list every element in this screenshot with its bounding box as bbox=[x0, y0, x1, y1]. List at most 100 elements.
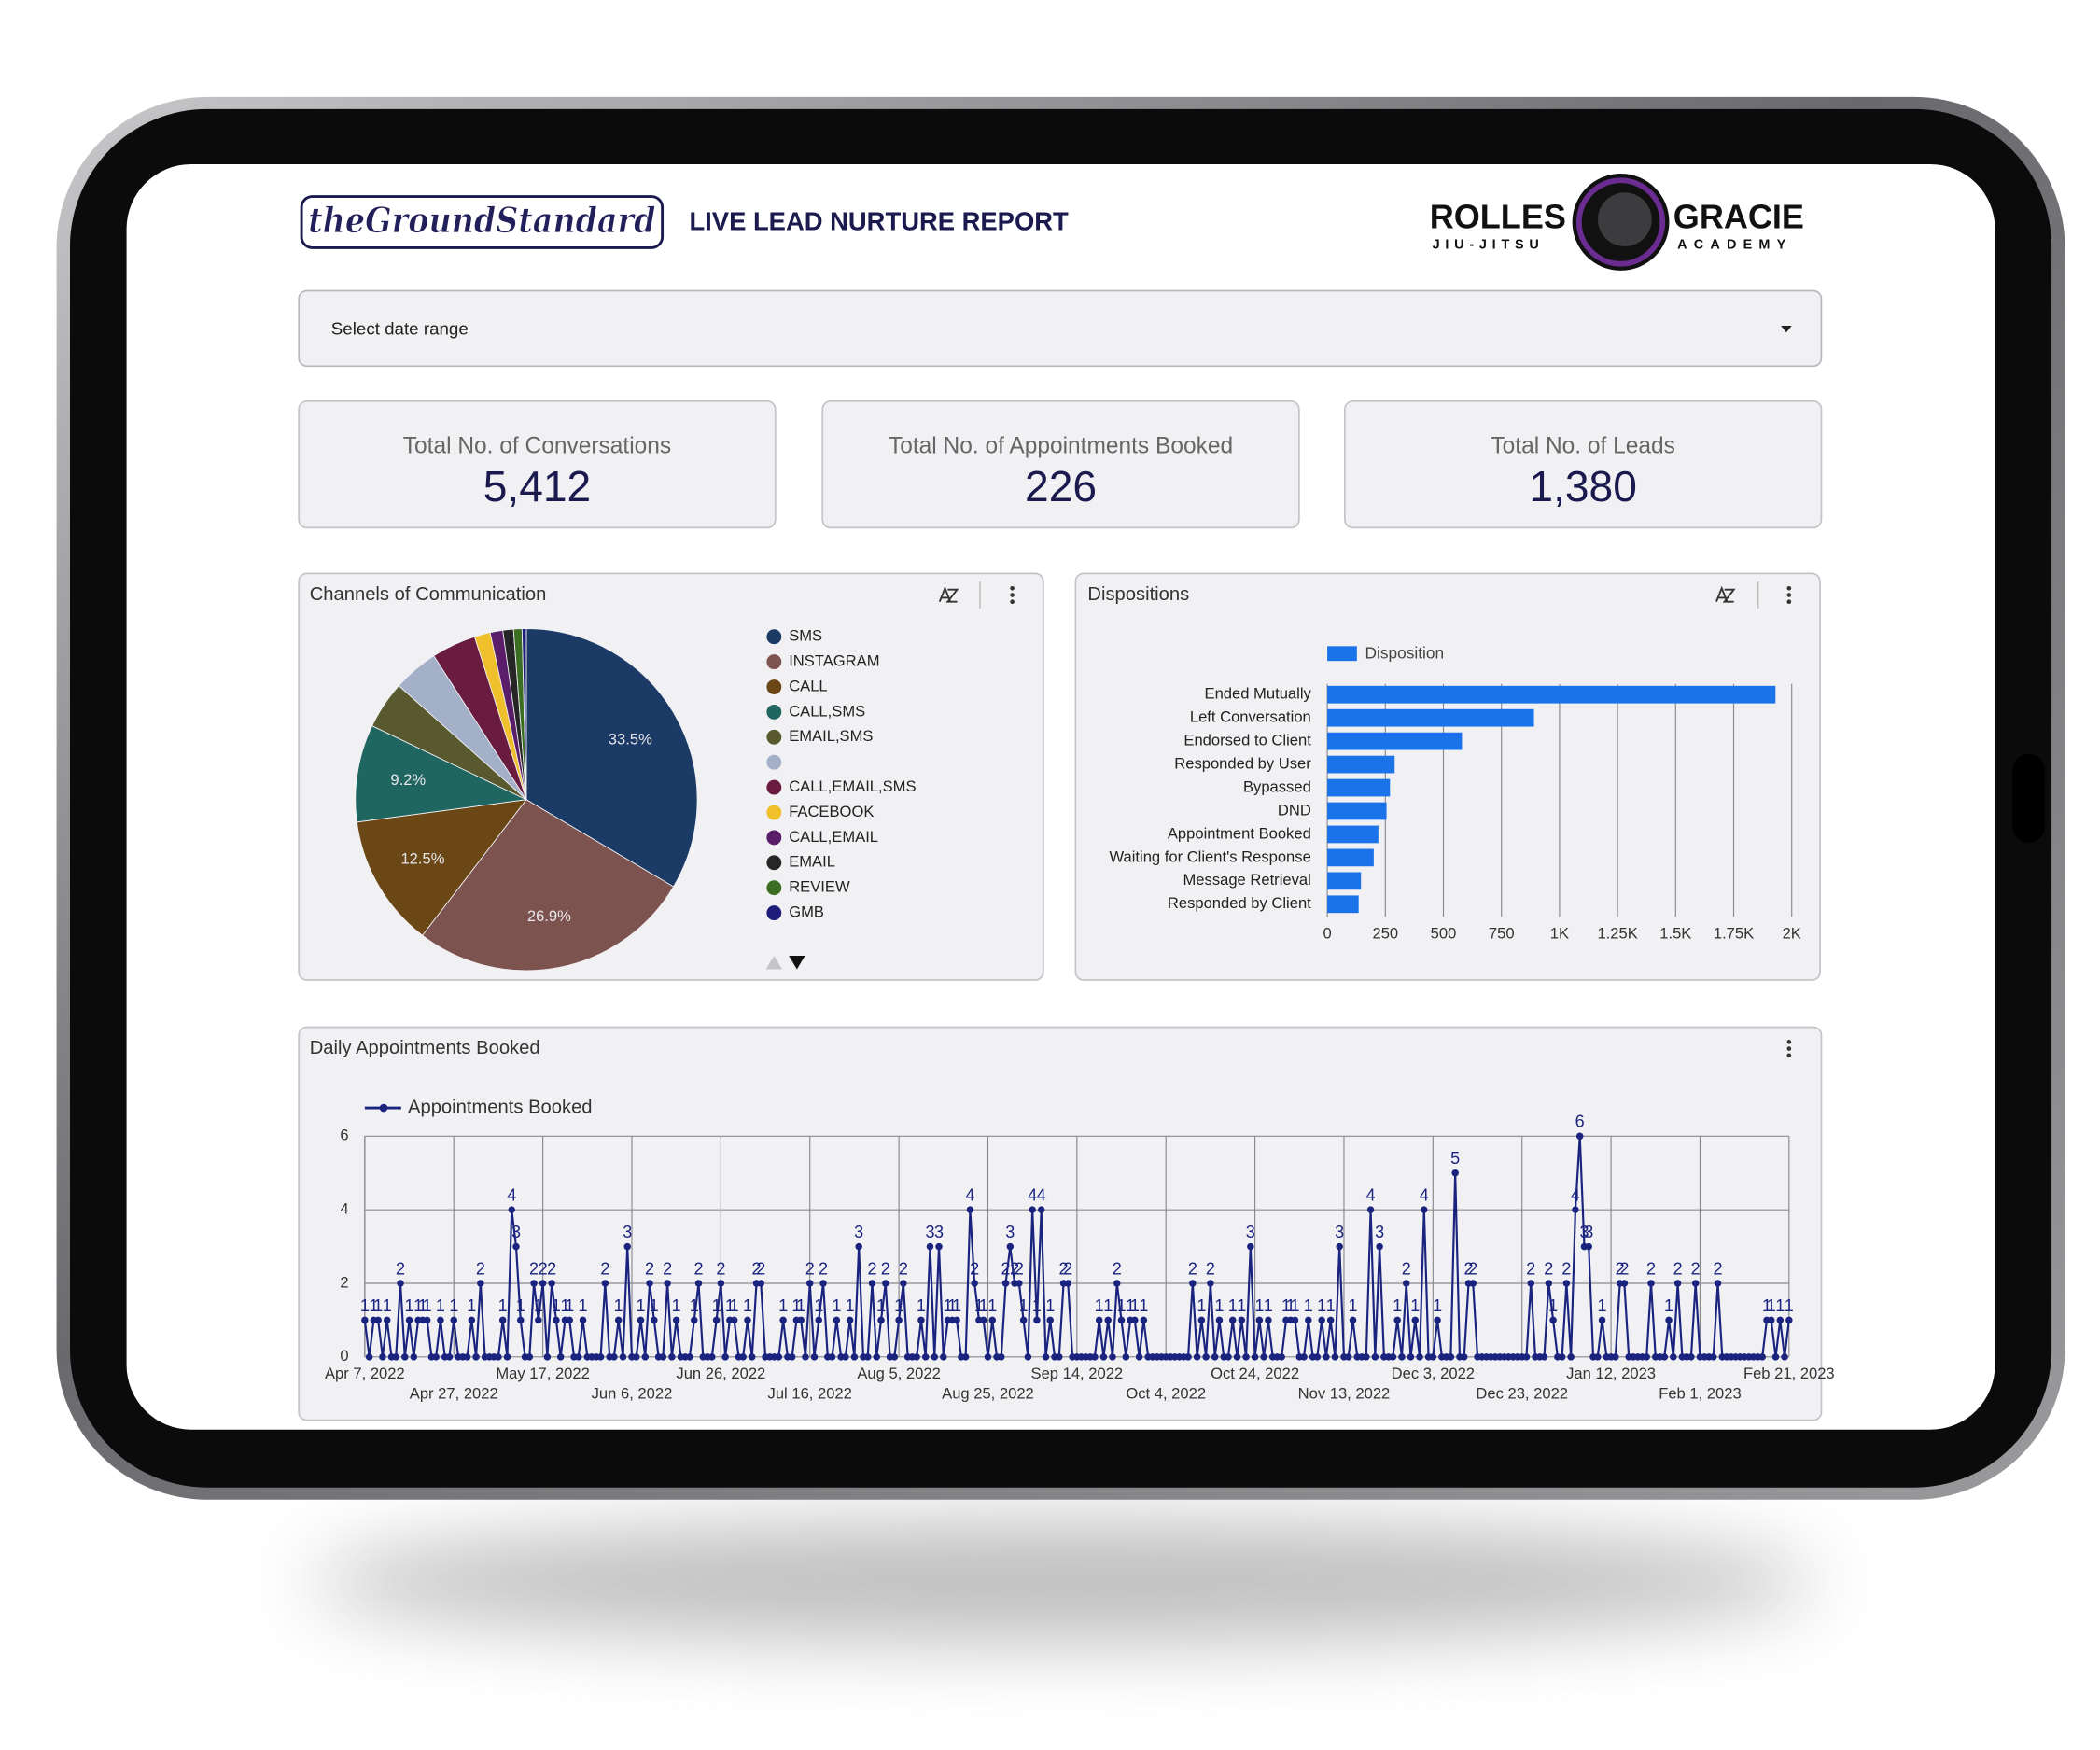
menu-icon[interactable] bbox=[1786, 585, 1792, 605]
point bbox=[1193, 1353, 1201, 1361]
point bbox=[623, 1242, 631, 1251]
slice-label: 12.5% bbox=[400, 849, 444, 867]
partner-logo-right: GRACIE bbox=[1673, 198, 1804, 236]
point bbox=[463, 1353, 471, 1361]
point bbox=[601, 1280, 609, 1287]
point bbox=[1099, 1353, 1108, 1361]
data-label: 1 bbox=[1281, 1296, 1291, 1315]
data-label: 1 bbox=[1095, 1296, 1104, 1315]
point bbox=[877, 1316, 885, 1324]
dropdown-arrow[interactable] bbox=[1781, 326, 1792, 333]
legend-label: Disposition bbox=[1365, 644, 1445, 663]
data-label: 1 bbox=[560, 1296, 569, 1315]
sort-icon[interactable] bbox=[938, 585, 959, 603]
point bbox=[1620, 1280, 1629, 1287]
data-label: 3 bbox=[623, 1223, 632, 1241]
point bbox=[1776, 1316, 1785, 1324]
brand-logo: theGroundStandard bbox=[308, 200, 655, 241]
data-label: 4 bbox=[1028, 1185, 1037, 1204]
data-label: 1 bbox=[534, 1296, 543, 1315]
data-label: 2 bbox=[1010, 1259, 1019, 1278]
sort-icon[interactable] bbox=[1715, 585, 1736, 603]
point bbox=[961, 1353, 970, 1361]
data-label: 4 bbox=[507, 1185, 516, 1204]
point bbox=[1140, 1316, 1148, 1324]
sort-icon-glyph[interactable] bbox=[1715, 585, 1736, 603]
point bbox=[1104, 1316, 1112, 1324]
data-label: 1 bbox=[498, 1296, 508, 1315]
legend-swatch bbox=[766, 654, 782, 670]
menu-icon[interactable] bbox=[1786, 1040, 1792, 1058]
data-label: 1 bbox=[952, 1296, 961, 1315]
point bbox=[1670, 1353, 1677, 1361]
point bbox=[1331, 1353, 1339, 1361]
point bbox=[873, 1353, 881, 1361]
point bbox=[895, 1316, 903, 1324]
point bbox=[1207, 1280, 1214, 1287]
point bbox=[498, 1316, 507, 1324]
point bbox=[1421, 1206, 1428, 1213]
data-label: 1 bbox=[614, 1296, 623, 1315]
pie-slice bbox=[421, 799, 675, 972]
data-label: 2 bbox=[1673, 1259, 1683, 1278]
point bbox=[739, 1353, 747, 1361]
legend-next[interactable] bbox=[789, 956, 805, 970]
point bbox=[1260, 1353, 1267, 1361]
point bbox=[566, 1316, 573, 1324]
data-label: 1 bbox=[1126, 1296, 1135, 1315]
point bbox=[931, 1353, 939, 1361]
point bbox=[1233, 1353, 1241, 1361]
data-label: 3 bbox=[934, 1223, 944, 1241]
point bbox=[775, 1353, 783, 1361]
point bbox=[833, 1316, 841, 1324]
data-label: 3 bbox=[854, 1223, 863, 1241]
x-tick-label: 2K bbox=[1783, 924, 1801, 942]
data-label: 2 bbox=[476, 1259, 485, 1278]
data-label: 2 bbox=[1206, 1259, 1215, 1278]
point bbox=[1056, 1353, 1063, 1361]
y-tick-label: Message Retrieval bbox=[1183, 871, 1311, 889]
point bbox=[477, 1280, 484, 1287]
point bbox=[530, 1280, 538, 1287]
y-tick-label: Left Conversation bbox=[1190, 708, 1311, 726]
point bbox=[757, 1280, 765, 1287]
point bbox=[1029, 1206, 1036, 1213]
point bbox=[788, 1353, 796, 1361]
point bbox=[984, 1353, 992, 1361]
date-range-picker[interactable]: Select date range bbox=[298, 289, 1823, 368]
point bbox=[432, 1353, 440, 1361]
point bbox=[1575, 1132, 1584, 1141]
legend-label: EMAIL,SMS bbox=[789, 727, 873, 745]
data-label: 1 bbox=[1197, 1296, 1206, 1315]
data-label: 1 bbox=[423, 1296, 432, 1315]
x-tick-label: Feb 1, 2023 bbox=[1659, 1385, 1741, 1403]
point bbox=[445, 1353, 454, 1361]
legend-swatch bbox=[766, 629, 782, 645]
data-label: 1 bbox=[1139, 1296, 1148, 1315]
legend-prev[interactable] bbox=[765, 956, 782, 970]
point bbox=[1001, 1280, 1010, 1287]
data-label: 2 bbox=[529, 1259, 539, 1278]
bar bbox=[1327, 895, 1359, 914]
legend-label: EMAIL bbox=[789, 853, 835, 871]
data-label: 3 bbox=[1579, 1223, 1589, 1241]
point bbox=[379, 1353, 386, 1361]
sort-icon-glyph[interactable] bbox=[938, 585, 959, 603]
point bbox=[1037, 1206, 1045, 1213]
data-label: 1 bbox=[712, 1296, 721, 1315]
menu-icon[interactable] bbox=[1010, 585, 1015, 605]
data-label: 5 bbox=[1450, 1149, 1460, 1168]
legend-label: CALL,EMAIL bbox=[789, 828, 878, 846]
date-range-label[interactable]: Select date range bbox=[331, 318, 469, 338]
point bbox=[579, 1316, 587, 1324]
date-range-box[interactable] bbox=[298, 289, 1823, 368]
point bbox=[1064, 1280, 1072, 1287]
point bbox=[1117, 1316, 1126, 1324]
data-label: 2 bbox=[1646, 1259, 1656, 1278]
bar bbox=[1327, 802, 1387, 820]
point bbox=[1451, 1169, 1459, 1177]
point bbox=[437, 1316, 444, 1324]
point bbox=[1184, 1353, 1192, 1361]
point bbox=[1015, 1280, 1023, 1287]
point bbox=[423, 1316, 431, 1324]
